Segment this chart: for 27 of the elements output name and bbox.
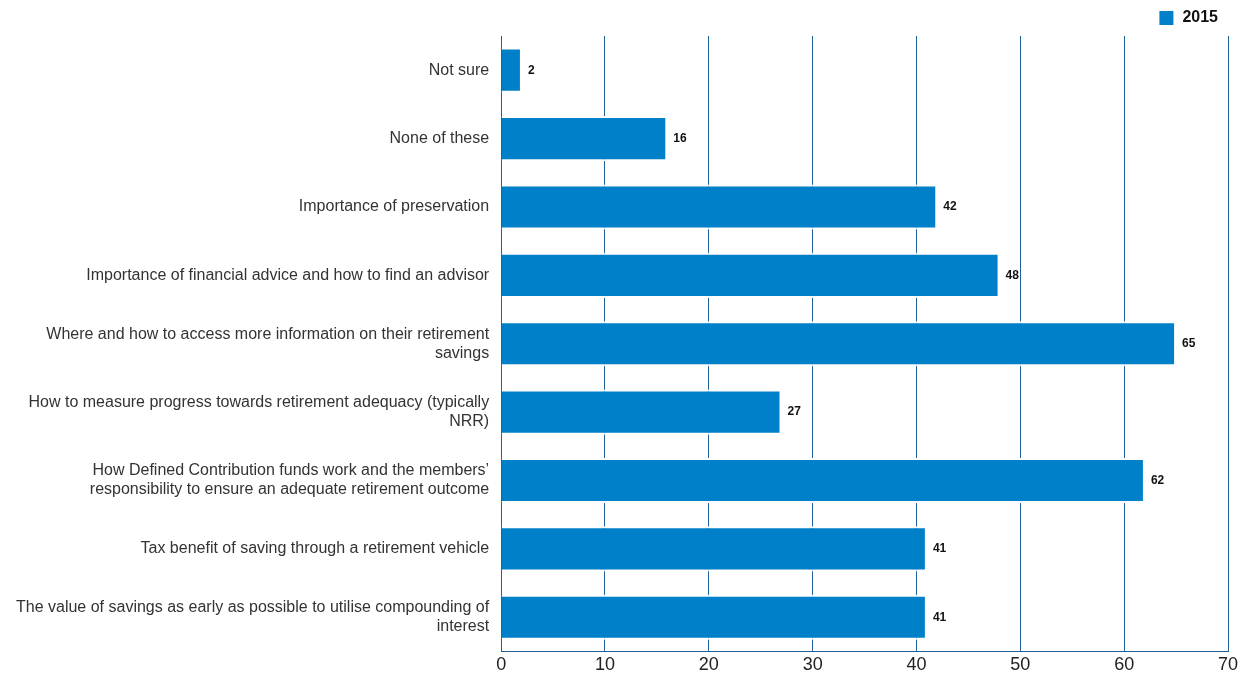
data-label: 65 [1182,336,1196,351]
x-tick-label: 0 [496,654,507,675]
y-tick-label: Importance of preservation [298,197,490,215]
x-tick-label: 70 [1217,654,1239,675]
x-tick-label: 20 [698,654,719,675]
data-label: 41 [932,541,947,556]
data-label: 42 [943,199,957,214]
y-tick-label: Importance of financial advice and how to find an advisor [86,265,490,283]
y-tick-label: How to measure progress towards retirement adequacy (typically NRR) [28,392,490,430]
x-tick-label: 30 [802,654,823,675]
x-tick-label: 40 [906,654,927,675]
y-tick-label: Not sure [428,60,490,78]
data-label: 41 [932,609,947,624]
y-tick-label: None of these [389,128,490,146]
y-tick-label: Where and how to access more information on their retirement savings [46,324,490,361]
x-tick-label: 60 [1114,654,1135,675]
data-label: 27 [787,404,802,419]
y-tick-label: The value of savings as early as possible to utilise compounding of interest [16,598,490,635]
data-label: 16 [673,130,687,145]
data-label: 62 [1150,472,1165,487]
legend-label: 2015 [1182,8,1219,26]
data-label: 48 [1005,267,1020,282]
y-tick-label: Tax benefit of saving through a retirement vehicle [140,539,490,557]
y-tick-label: How Defined Contribution funds work and the members’ responsibility to ensure an adequate retirement outcome [89,461,490,498]
x-tick-label: 10 [594,654,616,675]
x-tick-label: 50 [1010,654,1031,675]
data-label: 2 [527,62,535,77]
